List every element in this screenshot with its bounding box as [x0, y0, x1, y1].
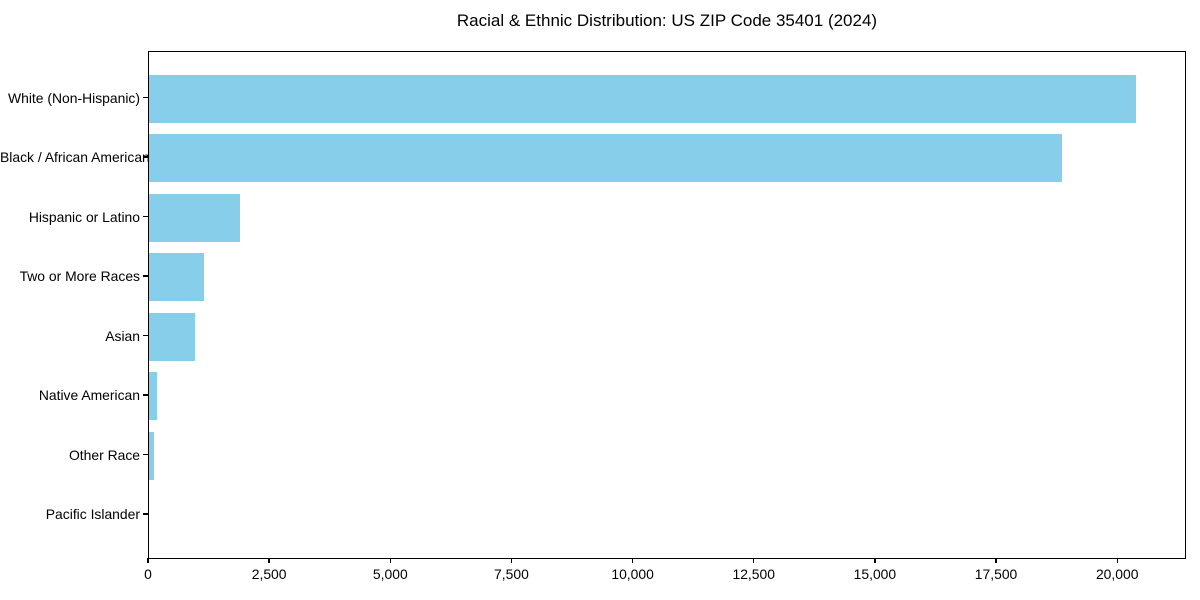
y-tick-label: Hispanic or Latino — [28, 208, 140, 225]
bar — [149, 372, 158, 420]
x-tick-label: 5,000 — [372, 566, 408, 582]
x-tick-label: 17,500 — [974, 566, 1018, 582]
x-tick-mark — [874, 558, 876, 563]
y-tick-label: Two or More Races — [19, 268, 140, 284]
x-tick-mark — [631, 558, 634, 563]
x-tick-mark — [1116, 558, 1118, 563]
x-tick-mark — [268, 558, 270, 563]
y-tick-label: Other Race — [68, 446, 140, 463]
x-tick-label: 10,000 — [611, 566, 654, 582]
x-tick-label: 0 — [144, 566, 152, 582]
plot-area — [148, 51, 1186, 559]
y-tick-mark — [143, 96, 148, 99]
x-tick-label: 7,500 — [494, 566, 529, 582]
y-tick-mark — [143, 156, 148, 158]
x-tick-mark — [510, 558, 513, 563]
y-tick-mark — [143, 275, 148, 277]
y-tick-mark — [143, 453, 148, 456]
y-tick-label: Native American — [38, 387, 140, 403]
y-tick-mark — [143, 513, 148, 515]
x-tick-label: 20,000 — [1095, 566, 1139, 582]
x-tick-label: 15,000 — [853, 566, 897, 582]
x-tick-label: 2,500 — [251, 566, 287, 582]
y-tick-label: Pacific Islander — [45, 506, 140, 522]
bar — [149, 193, 240, 242]
x-tick-mark — [753, 558, 755, 563]
x-tick-mark — [147, 558, 149, 563]
y-tick-mark — [143, 334, 148, 337]
y-tick-label: Asian — [105, 327, 140, 344]
y-tick-mark — [143, 394, 148, 396]
y-tick-label: White (Non-Hispanic) — [8, 89, 140, 106]
bar — [149, 253, 205, 301]
bar — [149, 312, 195, 361]
bar — [149, 134, 1062, 182]
x-tick-mark — [389, 558, 391, 563]
x-tick-label: 12,500 — [732, 566, 775, 582]
x-tick-mark — [995, 558, 997, 563]
y-tick-label: Black / African American — [0, 149, 150, 165]
chart-title: Racial & Ethnic Distribution: US ZIP Cod… — [456, 11, 878, 30]
bar — [149, 74, 1136, 123]
y-tick-mark — [143, 215, 148, 218]
bar — [149, 431, 154, 480]
